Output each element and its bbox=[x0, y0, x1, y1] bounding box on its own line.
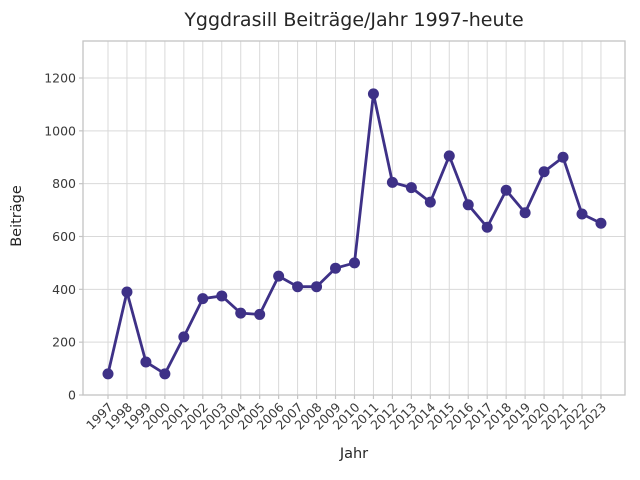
x-axis-label: Jahr bbox=[339, 446, 369, 462]
y-tick-labels: 0 200 400 600 800 1000 1200 bbox=[44, 71, 76, 403]
data-point bbox=[235, 307, 247, 319]
data-point bbox=[197, 293, 209, 305]
data-point bbox=[254, 308, 266, 320]
y-tick-label: 800 bbox=[52, 176, 76, 191]
data-points bbox=[102, 88, 607, 380]
y-tick-label: 1000 bbox=[44, 123, 76, 138]
data-point bbox=[519, 207, 531, 219]
data-point bbox=[121, 286, 133, 298]
data-point bbox=[311, 281, 323, 293]
data-point bbox=[178, 331, 190, 343]
y-tick-label: 400 bbox=[52, 282, 76, 297]
data-point bbox=[140, 356, 152, 368]
x-tick-labels: 1997199819992000200120022003200420052006… bbox=[83, 399, 609, 432]
y-tick-label: 200 bbox=[52, 335, 76, 350]
data-point bbox=[443, 150, 455, 162]
y-tick-label: 1200 bbox=[44, 71, 76, 86]
y-tick-label: 600 bbox=[52, 229, 76, 244]
data-point bbox=[367, 88, 379, 100]
data-point bbox=[330, 262, 342, 274]
data-point bbox=[595, 217, 607, 229]
data-point bbox=[348, 257, 360, 269]
chart-title: Yggdrasill Beiträge/Jahr 1997-heute bbox=[184, 9, 524, 31]
data-point bbox=[500, 184, 512, 196]
data-point bbox=[273, 270, 285, 282]
y-ticks bbox=[79, 77, 83, 396]
data-point bbox=[424, 196, 436, 208]
data-point bbox=[292, 281, 304, 293]
data-point bbox=[462, 199, 474, 211]
data-point bbox=[159, 368, 171, 380]
data-point bbox=[405, 182, 417, 194]
data-point bbox=[576, 208, 588, 220]
data-point bbox=[557, 151, 569, 163]
y-tick-label: 0 bbox=[68, 388, 76, 403]
x-ticks bbox=[107, 395, 602, 399]
data-point bbox=[481, 221, 493, 233]
data-point bbox=[102, 368, 114, 380]
data-point bbox=[538, 166, 550, 178]
data-point bbox=[386, 176, 398, 188]
data-point bbox=[216, 290, 228, 302]
